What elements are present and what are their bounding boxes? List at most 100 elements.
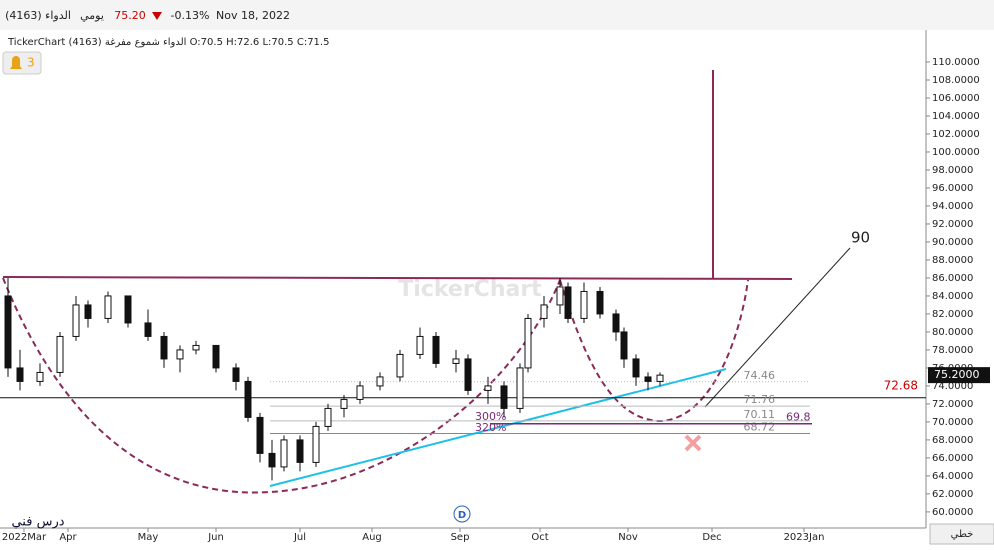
candle-body bbox=[556, 286, 564, 306]
candle-body bbox=[280, 439, 288, 468]
candle-body bbox=[464, 358, 472, 391]
candle-body bbox=[644, 376, 652, 382]
candle-body bbox=[256, 416, 264, 454]
event-icon[interactable] bbox=[453, 505, 471, 523]
info-line: TickerChart الدواء شموع مفرغة (4163) O:7… bbox=[7, 37, 329, 48]
candle-body bbox=[340, 398, 348, 409]
candle-body bbox=[36, 371, 44, 382]
y-tick-label: 72.0000 bbox=[932, 399, 973, 410]
price: 75.20 bbox=[114, 9, 146, 22]
mode-label: خطي bbox=[951, 529, 974, 540]
candle-body bbox=[416, 335, 424, 355]
candle-body bbox=[160, 335, 168, 360]
candle-body bbox=[124, 295, 132, 324]
x-tick-label: May bbox=[138, 532, 159, 543]
fib-label: 68.72 bbox=[744, 420, 776, 433]
x-tick-label: Dec bbox=[702, 532, 721, 543]
y-tick-label: 88.0000 bbox=[932, 255, 973, 266]
fib-ratio: 300% bbox=[475, 410, 506, 423]
candle-body bbox=[516, 367, 524, 409]
target-line bbox=[704, 247, 851, 408]
y-tick-label: 60.0000 bbox=[932, 507, 973, 518]
candle-body bbox=[4, 295, 12, 369]
candle-body bbox=[192, 344, 200, 351]
y-tick-label: 64.0000 bbox=[932, 471, 973, 482]
candle-body bbox=[396, 353, 404, 378]
candle-body bbox=[612, 313, 620, 333]
down-arrow bbox=[152, 12, 162, 20]
fib-target-label: 69.8 bbox=[786, 411, 811, 424]
candle-body bbox=[656, 374, 664, 382]
y-tick-label: 92.0000 bbox=[932, 219, 973, 230]
y-tick-label: 70.0000 bbox=[932, 417, 973, 428]
resistance-line bbox=[2, 276, 793, 280]
last-price-label: 75.2000 bbox=[934, 368, 980, 381]
date: Nov 18, 2022 bbox=[216, 9, 290, 22]
bell-icon bbox=[10, 56, 22, 69]
y-tick-label: 96.0000 bbox=[932, 183, 973, 194]
candle-body bbox=[324, 407, 332, 427]
candle-body bbox=[244, 380, 252, 418]
candle-body bbox=[632, 358, 640, 378]
candle-body bbox=[144, 322, 152, 337]
candle-body bbox=[432, 335, 440, 364]
candle-body bbox=[484, 385, 492, 391]
trend-line bbox=[269, 368, 727, 487]
candle-body bbox=[212, 344, 220, 369]
period: يومي bbox=[80, 9, 104, 22]
y-tick-label: 100.0000 bbox=[932, 147, 980, 158]
candle-body bbox=[104, 295, 112, 319]
x-tick-label: Sep bbox=[451, 532, 470, 543]
cross-mark bbox=[684, 434, 702, 452]
change: -0.13% bbox=[171, 9, 210, 22]
candle-body bbox=[540, 304, 548, 319]
target-label: 90 bbox=[851, 229, 870, 247]
y-tick-label: 104.0000 bbox=[932, 111, 980, 122]
candle-body bbox=[620, 331, 628, 360]
y-tick-label: 108.0000 bbox=[932, 75, 980, 86]
y-tick-label: 80.0000 bbox=[932, 327, 973, 338]
fib-label: 71.76 bbox=[744, 393, 776, 406]
last-price-box bbox=[928, 367, 990, 384]
candle-body bbox=[84, 304, 92, 319]
y-tick-label: 82.0000 bbox=[932, 309, 973, 320]
y-tick-label: 68.0000 bbox=[932, 435, 973, 446]
author: درس فني bbox=[11, 515, 64, 530]
y-tick-label: 90.0000 bbox=[932, 237, 973, 248]
candle-body bbox=[500, 385, 508, 409]
support-label: 72.68 bbox=[884, 378, 918, 392]
symbol: الدواء (4163) bbox=[5, 9, 71, 22]
candle-body bbox=[356, 385, 364, 400]
y-tick-label: 98.0000 bbox=[932, 165, 973, 176]
y-tick-label: 86.0000 bbox=[932, 273, 973, 284]
candle-body bbox=[16, 367, 24, 382]
x-tick-label: Jun bbox=[207, 532, 224, 543]
candle-body bbox=[564, 286, 572, 319]
x-tick-label: Apr bbox=[59, 532, 77, 543]
x-tick-label: Nov bbox=[618, 532, 638, 543]
y-tick-label: 106.0000 bbox=[932, 93, 980, 104]
fib-label: 70.11 bbox=[744, 408, 776, 421]
y-tick-label: 74.0000 bbox=[932, 381, 973, 392]
header-bar bbox=[0, 0, 994, 30]
x-tick-label: 2023Jan bbox=[784, 532, 825, 543]
y-tick-label: 66.0000 bbox=[932, 453, 973, 464]
alert-button[interactable] bbox=[2, 51, 42, 75]
fib-ratio: 320% bbox=[475, 421, 506, 434]
candle-body bbox=[312, 425, 320, 463]
y-tick-label: 102.0000 bbox=[932, 129, 980, 140]
candle-body bbox=[72, 304, 80, 337]
candle-body bbox=[296, 439, 304, 463]
y-tick-label: 84.0000 bbox=[932, 291, 973, 302]
watermark: TickerChart bbox=[398, 277, 542, 302]
fib-label: 74.46 bbox=[744, 369, 776, 382]
candle-body bbox=[232, 367, 240, 382]
y-tick-label: 110.0000 bbox=[932, 57, 980, 68]
candle-body bbox=[268, 452, 276, 468]
event-label: D bbox=[458, 510, 466, 521]
y-tick-label: 94.0000 bbox=[932, 201, 973, 212]
candle-body bbox=[524, 317, 532, 369]
mode-button[interactable] bbox=[929, 523, 994, 545]
candle-body bbox=[376, 376, 384, 387]
